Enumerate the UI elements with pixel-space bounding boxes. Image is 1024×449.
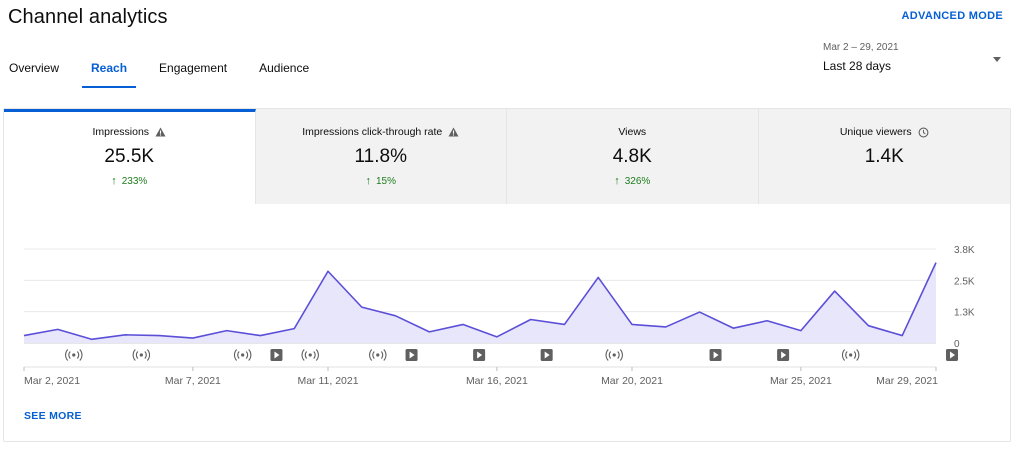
play-glyph (477, 351, 483, 359)
tab-bar: Overview Reach Engagement Audience (0, 50, 332, 88)
series-area (24, 262, 936, 343)
page-title: Channel analytics (8, 6, 168, 28)
play-glyph (409, 351, 415, 359)
live-marker-icon (139, 353, 143, 357)
warning-icon (155, 127, 166, 137)
metric-label: Impressions (92, 126, 150, 138)
metric-delta: 326% (624, 175, 651, 187)
arrow-up-icon: ↑ (111, 175, 117, 187)
metric-label: Unique viewers (839, 126, 912, 138)
date-range-label: Last 28 days (823, 59, 892, 73)
dropdown-caret-icon (993, 57, 1001, 62)
play-glyph (274, 351, 280, 359)
metric-ctr[interactable]: Impressions click-through rate 11.8% ↑ 15… (255, 109, 507, 204)
date-range-text: Mar 2 – 29, 2021 (823, 42, 899, 53)
x-tick-label: Mar 29, 2021 (876, 375, 938, 387)
x-tick-label: Mar 16, 2021 (466, 375, 528, 387)
y-tick-label: 1.3K (954, 308, 975, 319)
metric-label: Views (618, 126, 647, 138)
live-wave (65, 349, 83, 361)
live-wave (608, 351, 620, 359)
series-line (23, 262, 937, 341)
metric-tabs: Impressions 25.5K ↑ 233% Impressions clic… (4, 109, 1010, 204)
live-wave (68, 351, 80, 359)
y-tick-label: 3.8K (954, 245, 975, 256)
live-wave (135, 351, 147, 359)
play-glyph (950, 351, 955, 359)
live-wave (237, 351, 249, 359)
x-tick-label: Mar 25, 2021 (770, 375, 832, 387)
live-wave (304, 351, 316, 359)
warning-icon (448, 127, 459, 137)
live-marker-icon (849, 353, 853, 357)
metric-delta: 233% (121, 175, 148, 187)
live-wave (605, 349, 623, 361)
metric-delta: 15% (375, 175, 396, 187)
play-glyph (544, 351, 550, 359)
live-marker-icon (612, 353, 616, 357)
live-marker-icon (376, 353, 380, 357)
metric-impressions[interactable]: Impressions 25.5K ↑ 233% (4, 109, 256, 204)
date-range-selector[interactable]: Mar 2 – 29, 2021 Last 28 days (823, 42, 1013, 82)
clock-icon (918, 127, 929, 137)
live-wave (369, 349, 387, 361)
live-wave (301, 349, 319, 361)
live-wave (233, 349, 252, 361)
live-wave (372, 351, 384, 359)
tab-engagement[interactable]: Engagement (159, 61, 228, 75)
live-marker-icon (72, 353, 76, 357)
analytics-card: Impressions 25.5K ↑ 233% Impressions clic… (3, 108, 1011, 442)
metric-value: 11.8% (354, 146, 407, 167)
play-glyph (781, 351, 787, 359)
play-glyph (713, 351, 719, 359)
x-tick-label: Mar 2, 2021 (24, 375, 80, 387)
metric-value: 25.5K (104, 146, 155, 167)
live-marker-icon (241, 353, 245, 357)
live-wave (841, 349, 860, 361)
advanced-mode-link[interactable]: ADVANCED MODE (901, 10, 1003, 22)
metric-value: 1.4K (864, 146, 904, 167)
tab-audience[interactable]: Audience (259, 61, 310, 75)
metric-label: Impressions click-through rate (302, 126, 443, 138)
y-tick-label: 0 (954, 339, 960, 350)
y-tick-label: 2.5K (954, 276, 975, 287)
live-wave (132, 349, 151, 361)
metric-unique-viewers[interactable]: Unique viewers 1.4K (758, 109, 1010, 204)
metric-views[interactable]: Views 4.8K ↑ 326% (507, 109, 759, 204)
x-tick-label: Mar 11, 2021 (297, 375, 358, 387)
metric-value: 4.8K (612, 146, 652, 167)
tab-reach[interactable]: Reach (82, 50, 137, 88)
arrow-up-icon: ↑ (614, 175, 620, 187)
live-marker-icon (308, 353, 312, 357)
x-tick-label: Mar 20, 2021 (601, 375, 663, 387)
see-more-link[interactable]: SEE MORE (24, 410, 82, 422)
arrow-up-icon: ↑ (365, 175, 371, 187)
x-tick-label: Mar 7, 2021 (165, 375, 221, 387)
live-wave (845, 351, 857, 359)
impressions-chart: 3.8K 2.5K 1.3K 0 Mar 2, 2021 Mar 7, 2021 Mar 1… (23, 245, 975, 387)
tab-overview[interactable]: Overview (9, 61, 60, 75)
